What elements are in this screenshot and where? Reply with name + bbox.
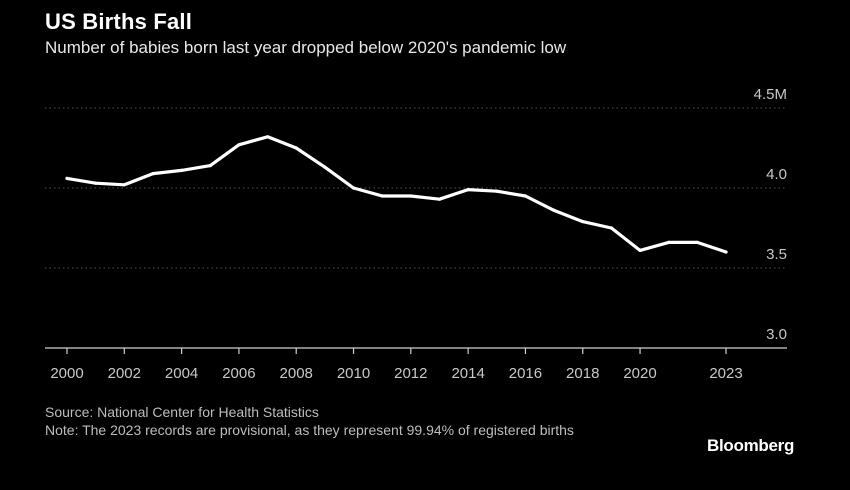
data-point (208, 164, 212, 168)
data-point (122, 183, 126, 187)
data-point (581, 220, 585, 224)
bloomberg-logo: Bloomberg (707, 436, 795, 455)
x-tick-label: 2014 (451, 365, 484, 382)
y-tick-label: 3.5 (766, 246, 787, 263)
data-point (466, 188, 470, 192)
x-tick-label: 2023 (709, 365, 742, 382)
note-text: Note: The 2023 records are provisional, … (45, 422, 574, 438)
x-tick-label: 2012 (394, 365, 427, 382)
data-point (265, 135, 270, 139)
x-axis-labels: 2000 2002 2004 2006 2008 2010 2012 2014 2016 2018… (50, 365, 742, 382)
data-point (94, 181, 98, 185)
data-point (552, 208, 556, 212)
data-point (523, 194, 528, 198)
data-point (695, 240, 699, 244)
chart-footnotes: Source: National Center for Health Stati… (45, 403, 655, 439)
x-tick-label: 2016 (509, 365, 542, 382)
data-point (351, 186, 356, 190)
data-point (609, 226, 613, 230)
births-line-chart: 3.03.54.04.5M 2000 2002 2004 2006 2008 2010 20… (45, 86, 787, 382)
x-tick-label: 2020 (623, 365, 656, 382)
data-point (437, 197, 442, 201)
x-tick-label: 2004 (165, 365, 198, 382)
chart-title: US Births Fall (45, 9, 193, 34)
data-point (151, 172, 155, 176)
x-tick-label: 2018 (566, 365, 599, 382)
births-series-line (65, 135, 728, 254)
data-point (667, 240, 671, 244)
data-point (323, 165, 327, 169)
x-tick-label: 2002 (108, 365, 141, 382)
data-point (380, 194, 384, 198)
series-layer (65, 135, 728, 254)
data-point (638, 248, 642, 252)
x-tick-label: 2010 (337, 365, 370, 382)
y-axis-labels: 3.0 3.5 4.0 4.5M (754, 86, 787, 343)
data-point (65, 176, 69, 180)
y-tick-label: 4.5M (754, 86, 787, 103)
y-tick-label: 4.0 (766, 166, 787, 183)
source-text: Source: National Center for Health Stati… (45, 404, 319, 420)
x-tick-label: 2000 (50, 365, 83, 382)
data-point (724, 250, 728, 254)
x-axis (45, 347, 787, 354)
data-point (294, 146, 298, 150)
x-tick-label: 2008 (280, 365, 313, 382)
x-tick-label: 2006 (222, 365, 255, 382)
chart-subtitle: Number of babies born last year dropped … (45, 38, 567, 57)
data-point (409, 194, 413, 198)
y-tick-label: 3.0 (766, 326, 787, 343)
data-point (180, 168, 184, 172)
data-point (237, 143, 241, 147)
data-point (495, 189, 499, 193)
